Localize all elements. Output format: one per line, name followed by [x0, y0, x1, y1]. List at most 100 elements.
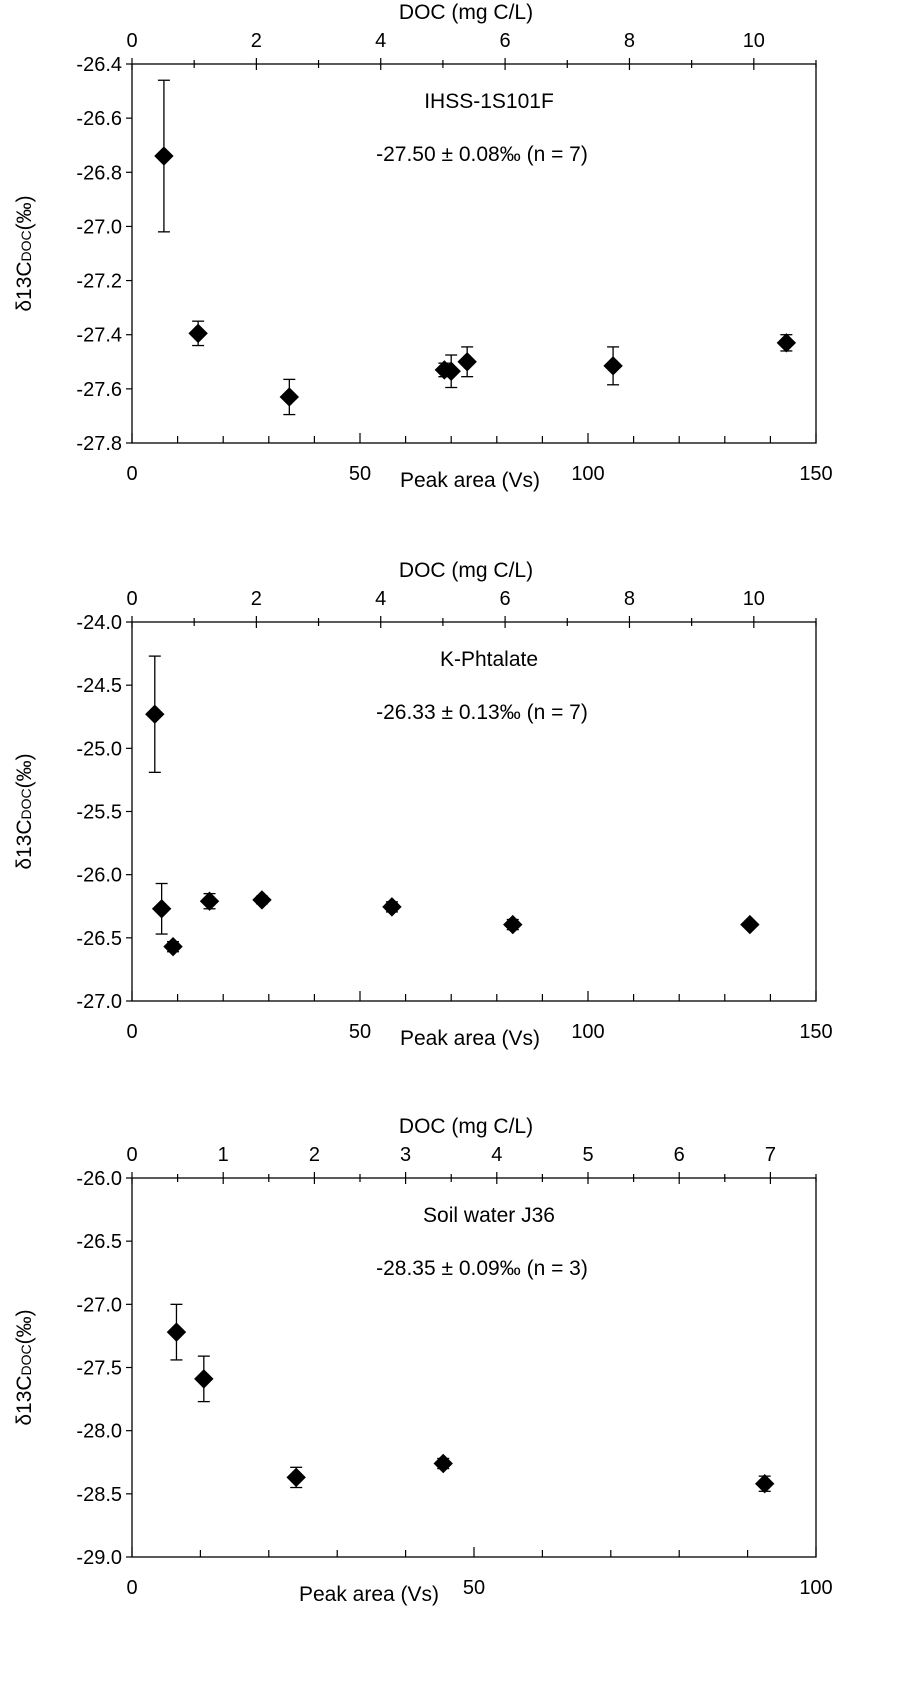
x-tick-label: 150 — [799, 463, 832, 485]
data-point-marker — [740, 914, 760, 935]
plot-frame — [131, 63, 817, 444]
y-tick-label: -26.4 — [76, 54, 122, 76]
top-axis-title: DOC (mg C/L) — [399, 559, 533, 582]
data-point-marker — [279, 387, 300, 407]
data-point-marker — [188, 323, 208, 344]
x2-tick-label: 2 — [251, 588, 262, 610]
x2-tick-label: 6 — [674, 1144, 685, 1166]
chart-panel-1: 0 50 100 150 0 2 4 6 8 10 -26.4 -26.6 -26.8 -27.0 -27.… — [13, 1, 833, 492]
x-tick-label: 0 — [126, 463, 137, 485]
y-tick-label: -27.4 — [76, 325, 122, 347]
x-tick-label: 100 — [571, 463, 604, 485]
data-point-marker — [252, 890, 272, 910]
x2-tick-label: 4 — [491, 1144, 502, 1166]
x2-tick-label: 6 — [500, 30, 511, 52]
panel-annotation: -26.33 ± 0.13‰ (n = 7) — [376, 701, 588, 724]
data-point-marker — [503, 914, 523, 935]
data-point-marker — [199, 891, 220, 911]
plot-frame — [131, 1177, 817, 1558]
data-point-marker — [754, 1474, 775, 1494]
x-tick-label: 50 — [349, 1021, 371, 1043]
data-point-marker — [166, 1322, 187, 1342]
y-axis-title-unit: (‰) — [13, 1309, 36, 1344]
bottom-axis-title: Peak area (Vs) — [299, 1583, 439, 1606]
data-point-marker — [145, 704, 165, 724]
y-tick-label: -24.0 — [76, 612, 122, 634]
x2-tick-label: 4 — [375, 30, 386, 52]
top-axis-title: DOC (mg C/L) — [399, 1, 533, 24]
x2-tick-label: 10 — [743, 30, 765, 52]
top-axis-title: DOC (mg C/L) — [399, 1115, 533, 1138]
y-axis-title: δ13CDOC(‰) — [13, 195, 36, 311]
x2-tick-label: 8 — [624, 588, 635, 610]
y-axis-title: δ13CDOC(‰) — [13, 1309, 36, 1425]
x-tick-label: 100 — [799, 1577, 832, 1599]
y-tick-label: -28.5 — [76, 1484, 122, 1506]
y-axis-title-main: δ13C — [13, 261, 36, 311]
x2-tick-label: 8 — [624, 30, 635, 52]
chart-panel-3: 0 50 100 0 1 2 3 4 5 6 7 -26.0 -26.5 -27.0 -27.5 -28.0 -… — [13, 1115, 833, 1606]
y-tick-label: -24.5 — [76, 675, 122, 697]
y-tick-label: -27.2 — [76, 271, 122, 293]
x2-tick-label: 2 — [309, 1144, 320, 1166]
data-point-marker — [194, 1369, 214, 1389]
x2-tick-label: 4 — [375, 588, 386, 610]
x2-tick-label: 7 — [765, 1144, 776, 1166]
y-tick-label: -27.0 — [76, 991, 122, 1013]
y-axis-title-main: δ13C — [13, 819, 36, 869]
x2-tick-label: 5 — [582, 1144, 593, 1166]
x-tick-label: 50 — [463, 1577, 485, 1599]
y-tick-label: -26.5 — [76, 928, 122, 950]
y-tick-label: -27.8 — [76, 433, 122, 455]
y-tick-label: -28.0 — [76, 1421, 122, 1443]
panel-annotation: -27.50 ± 0.08‰ (n = 7) — [376, 143, 588, 166]
bottom-axis-title: Peak area (Vs) — [400, 1027, 540, 1050]
data-point-marker — [441, 361, 461, 381]
y-tick-label: -26.8 — [76, 162, 122, 184]
y-tick-label: -27.0 — [76, 1294, 122, 1316]
x2-tick-label: 10 — [743, 588, 765, 610]
data-point-marker — [776, 333, 797, 353]
y-tick-label: -26.0 — [76, 865, 122, 887]
panel-title: Soil water J36 — [423, 1204, 555, 1227]
x-tick-label: 50 — [349, 463, 371, 485]
x2-tick-label: 2 — [251, 30, 262, 52]
y-axis-title-unit: (‰) — [13, 753, 36, 788]
x2-tick-label: 3 — [400, 1144, 411, 1166]
data-point-marker — [154, 146, 174, 166]
x-tick-label: 150 — [799, 1021, 832, 1043]
data-point-marker — [382, 897, 402, 917]
y-tick-label: -29.0 — [76, 1547, 122, 1569]
y-axis-title-unit: (‰) — [13, 195, 36, 230]
y-tick-label: -26.5 — [76, 1231, 122, 1253]
y-tick-label: -26.6 — [76, 108, 122, 130]
x2-tick-label: 6 — [500, 588, 511, 610]
data-point-marker — [433, 1453, 453, 1474]
data-point-marker — [457, 352, 477, 372]
x2-tick-label: 0 — [126, 588, 137, 610]
chart-panel-2: 0 50 100 150 0 2 4 6 8 10 -24.0 -24.5 -25.0 -25.5 -26.… — [13, 559, 833, 1050]
y-tick-label: -27.6 — [76, 379, 122, 401]
x2-tick-label: 0 — [126, 30, 137, 52]
y-tick-label: -25.0 — [76, 738, 122, 760]
x-tick-label: 0 — [126, 1021, 137, 1043]
x-tick-label: 0 — [126, 1577, 137, 1599]
x2-tick-label: 0 — [126, 1144, 137, 1166]
y-tick-label: -26.0 — [76, 1168, 122, 1190]
data-point-marker — [603, 356, 623, 376]
plot-frame — [131, 621, 817, 1002]
y-tick-label: -25.5 — [76, 802, 122, 824]
y-axis-title-main: δ13C — [13, 1375, 36, 1425]
data-point-marker — [286, 1467, 306, 1488]
y-axis-title: δ13CDOC(‰) — [13, 753, 36, 869]
y-axis-title-subscript: DOC — [18, 230, 34, 261]
data-point-marker — [163, 936, 183, 957]
panel-title: K-Phtalate — [440, 648, 538, 671]
x-tick-label: 100 — [571, 1021, 604, 1043]
x2-tick-label: 1 — [218, 1144, 229, 1166]
y-axis-title-subscript: DOC — [18, 788, 34, 819]
y-tick-label: -27.0 — [76, 216, 122, 238]
panel-title: IHSS-1S101F — [424, 90, 554, 113]
data-point-marker — [151, 899, 172, 919]
